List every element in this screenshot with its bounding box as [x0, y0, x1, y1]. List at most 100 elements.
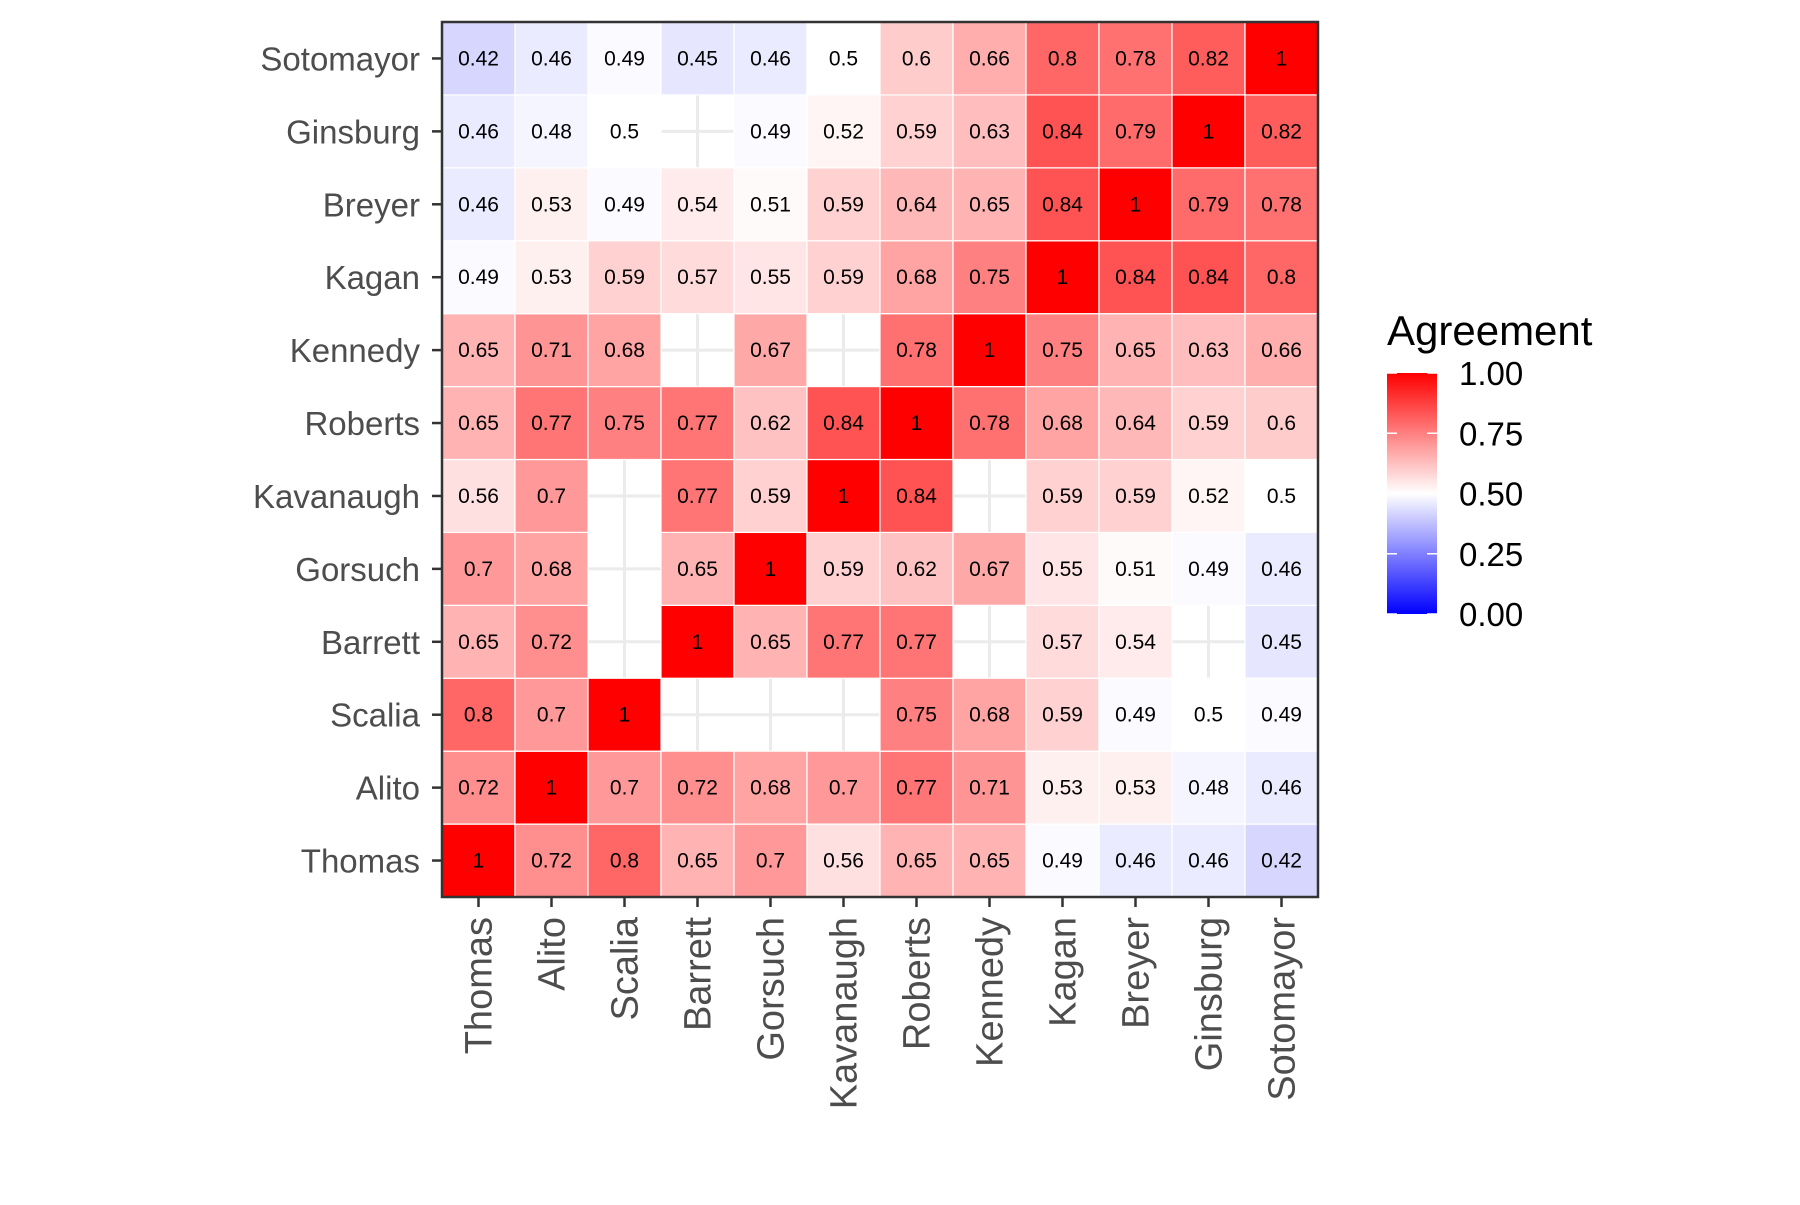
cell-value-label: 0.62: [896, 558, 937, 581]
heatmap-cell: [952, 385, 1027, 461]
heatmap-cell: [1171, 167, 1246, 242]
cell-value-label: 0.59: [823, 558, 864, 581]
heatmap-cell: [1098, 94, 1173, 169]
cell-value-label: 0.82: [1261, 120, 1302, 143]
cell-value-label: 1: [765, 558, 777, 581]
y-tick-label: Scalia: [330, 697, 421, 734]
heatmap-cell: [806, 240, 881, 315]
cell-value-label: 0.65: [896, 850, 937, 873]
heatmap-cell: [879, 604, 954, 679]
cell-value-label: 0.59: [1042, 704, 1083, 727]
heatmap-cell: [1025, 167, 1100, 242]
x-tick-label: Gorsuch: [751, 917, 793, 1061]
heatmap-cell: [660, 458, 735, 534]
cell-value-label: 0.55: [1042, 558, 1083, 581]
cell-value-label: 0.53: [531, 266, 572, 289]
heatmap-cell: [952, 750, 1027, 825]
heatmap-cell: [952, 823, 1027, 898]
heatmap-cell: [587, 823, 662, 898]
cell-value-label: 0.46: [458, 120, 499, 143]
cell-value-label: 0.71: [969, 777, 1010, 800]
cell-value-label: 0.59: [1115, 485, 1156, 508]
cell-value-label: 0.46: [1261, 777, 1302, 800]
cell-value-label: 0.67: [750, 339, 791, 362]
cell-value-label: 0.66: [969, 47, 1010, 70]
heatmap-cell: [1171, 531, 1246, 606]
cell-value-label: 0.49: [458, 266, 499, 289]
heatmap-cell: [441, 677, 516, 752]
cell-value-label: 0.49: [604, 47, 645, 70]
cell-value-label: 1: [1057, 266, 1069, 289]
heatmap-cell: [733, 385, 808, 461]
heatmap-cell: [587, 94, 662, 169]
cell-value-label: 0.72: [458, 777, 499, 800]
heatmap-cell: [733, 313, 808, 388]
cell-value-label: 0.77: [677, 412, 718, 435]
heatmap-cell: [733, 750, 808, 825]
heatmap-cell: [879, 167, 954, 242]
heatmap-cell: [1244, 750, 1319, 825]
cell-value-label: 0.75: [896, 704, 937, 727]
heatmap-cell: [1025, 21, 1100, 96]
heatmap-cell: [587, 21, 662, 96]
y-tick-label: Alito: [356, 770, 420, 807]
y-tick-label: Barrett: [321, 624, 420, 661]
heatmap-cell: [806, 21, 881, 96]
cell-value-label: 0.6: [1267, 412, 1296, 435]
cell-value-label: 0.5: [610, 120, 639, 143]
cell-value-label: 0.7: [829, 777, 858, 800]
cell-value-label: 0.78: [1261, 193, 1302, 216]
cell-value-label: 0.75: [1042, 339, 1083, 362]
heatmap-cell: [514, 677, 589, 752]
legend: Agreement 0.00 0.25 0.50 0.75 1.00: [1387, 307, 1593, 633]
legend-title: Agreement: [1387, 307, 1593, 354]
cell-value-label: 0.77: [531, 412, 572, 435]
cell-value-label: 0.79: [1188, 193, 1229, 216]
heatmap-cell: [1171, 21, 1246, 96]
cell-value-label: 0.49: [1042, 850, 1083, 873]
cell-value-label: 1: [1130, 193, 1142, 216]
y-tick-label: Kennedy: [290, 332, 421, 369]
heatmap-cell: [1171, 385, 1246, 461]
cell-value-label: 0.53: [531, 193, 572, 216]
cell-value-label: 0.8: [464, 704, 493, 727]
heatmap-cell: [806, 385, 881, 461]
cell-value-label: 0.65: [677, 850, 718, 873]
cell-value-label: 0.62: [750, 412, 791, 435]
y-tick-label: Breyer: [323, 186, 420, 223]
heatmap-cell: [514, 531, 589, 606]
heatmap-cell: [879, 313, 954, 388]
heatmap-cell: [514, 313, 589, 388]
y-tick-label: Roberts: [304, 405, 420, 442]
cell-value-label: 0.59: [1188, 412, 1229, 435]
cell-value-label: 0.8: [610, 850, 639, 873]
heatmap-cell: [660, 167, 735, 242]
heatmap-cell: [1171, 240, 1246, 315]
cell-value-label: 0.59: [750, 485, 791, 508]
cell-value-label: 0.59: [604, 266, 645, 289]
cell-value-label: 0.42: [1261, 850, 1302, 873]
cell-value-label: 0.65: [458, 412, 499, 435]
heatmap-cell: [1025, 823, 1100, 898]
cell-value-label: 0.55: [750, 266, 791, 289]
cell-value-label: 0.7: [756, 850, 785, 873]
heatmap-cell: [587, 313, 662, 388]
heatmap-cell: [952, 531, 1027, 606]
x-tick-label: Roberts: [897, 917, 939, 1050]
cell-value-label: 0.72: [677, 777, 718, 800]
heatmap-cell: [806, 531, 881, 606]
cell-value-label: 0.78: [969, 412, 1010, 435]
heatmap-cell: [660, 531, 735, 606]
x-tick-label: Ginsburg: [1189, 917, 1231, 1071]
heatmap-cell: [879, 385, 954, 461]
x-tick-label: Alito: [532, 917, 574, 991]
cell-value-label: 0.64: [1115, 412, 1156, 435]
heatmap-cell: [441, 604, 516, 679]
legend-tick-label: 0.00: [1459, 596, 1523, 633]
heatmap-cell: [806, 750, 881, 825]
cell-value-label: 0.45: [1261, 631, 1302, 654]
heatmap-cell: [952, 240, 1027, 315]
heatmap-cell: [441, 313, 516, 388]
cell-value-label: 0.82: [1188, 47, 1229, 70]
cell-value-label: 0.46: [458, 193, 499, 216]
